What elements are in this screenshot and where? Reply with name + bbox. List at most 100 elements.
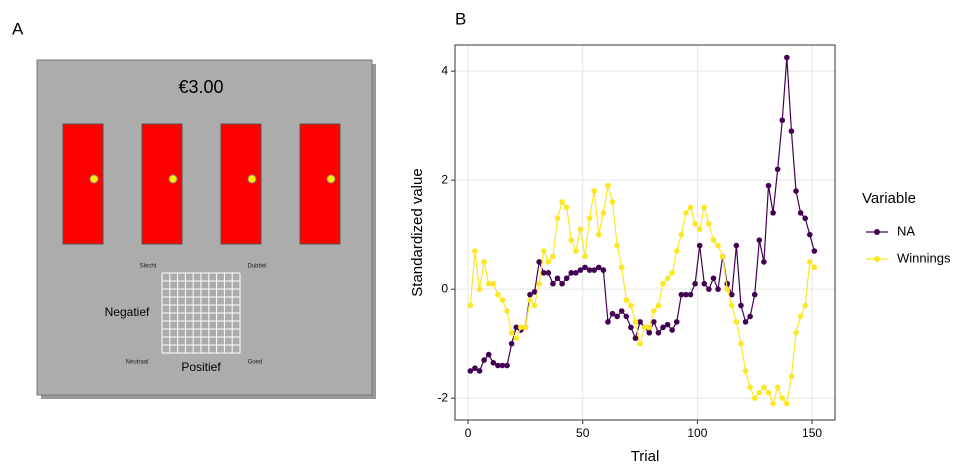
door[interactable] (62, 123, 104, 245)
data-point (495, 362, 501, 369)
data-point (747, 313, 753, 320)
data-point (499, 297, 506, 303)
data-point (701, 280, 708, 287)
legend-title: Variable (862, 190, 916, 207)
data-point (605, 182, 611, 189)
data-point (742, 368, 749, 374)
data-point (536, 259, 542, 265)
data-point (595, 264, 602, 271)
data-point (655, 329, 662, 336)
y-tick-label: 4 (441, 63, 448, 77)
data-point (490, 280, 497, 287)
data-point (770, 210, 776, 216)
data-point (696, 226, 703, 233)
data-point (531, 289, 538, 295)
data-point (797, 313, 804, 320)
data-point (692, 220, 698, 227)
data-point (563, 275, 570, 282)
data-point (761, 384, 767, 391)
data-point (719, 253, 726, 260)
data-point (806, 259, 813, 265)
data-point (660, 280, 666, 287)
data-point (788, 373, 795, 380)
data-point (586, 215, 593, 222)
data-point (751, 395, 758, 401)
data-point (779, 395, 786, 401)
grid-label: Slecht (140, 264, 157, 270)
data-point (806, 231, 813, 238)
data-point (715, 286, 721, 292)
data-point (508, 340, 515, 347)
data-point (706, 286, 712, 292)
data-point (472, 248, 478, 254)
data-point (651, 319, 657, 325)
data-point (600, 210, 607, 216)
data-point (527, 291, 533, 298)
data-point (495, 291, 501, 298)
data-point (513, 335, 520, 342)
grid-label: Positief (181, 360, 221, 374)
knob (168, 174, 178, 184)
data-point (582, 253, 588, 260)
data-point (536, 280, 542, 287)
data-point (568, 237, 575, 243)
data-point (504, 308, 510, 314)
data-point (609, 310, 616, 317)
data-point (518, 324, 524, 331)
x-axis-label: Trial (631, 448, 660, 465)
data-point (669, 270, 675, 276)
data-point (742, 319, 749, 325)
data-point (802, 302, 808, 309)
data-point (467, 302, 474, 309)
affect-grid[interactable] (161, 272, 241, 354)
data-point (724, 286, 731, 292)
series-line (469, 185, 815, 406)
y-axis-label: Standardized value (409, 168, 426, 296)
y-tick-label: -2 (437, 390, 448, 404)
data-point (573, 270, 579, 276)
series-line (470, 57, 815, 372)
door[interactable] (220, 123, 262, 245)
door[interactable] (299, 123, 341, 245)
data-point (774, 166, 781, 173)
data-point (770, 400, 776, 407)
data-point (756, 389, 763, 396)
data-point (646, 324, 653, 331)
data-point (784, 54, 790, 61)
data-point (655, 302, 662, 309)
knob (326, 174, 336, 184)
data-point (545, 259, 552, 265)
data-point (756, 237, 763, 243)
data-point (559, 199, 565, 205)
data-point (508, 329, 515, 336)
data-point (591, 188, 598, 194)
data-point (577, 267, 584, 273)
x-tick-label: 150 (802, 426, 822, 440)
data-point (788, 128, 795, 134)
data-point (673, 319, 680, 325)
data-point (554, 275, 561, 282)
data-point (623, 297, 630, 303)
data-point (637, 319, 643, 325)
knob (89, 174, 99, 184)
data-point (481, 259, 487, 265)
grid-label: Goed (248, 360, 263, 366)
data-point (761, 259, 767, 265)
data-point (632, 319, 639, 325)
data-point (499, 362, 506, 369)
data-point (774, 384, 781, 391)
grid-label: Negatief (105, 305, 150, 319)
data-point (540, 248, 547, 254)
data-point (660, 324, 666, 331)
data-point (527, 297, 533, 303)
data-point (554, 215, 561, 222)
data-point (522, 324, 529, 331)
amount: €3.00 (178, 77, 223, 97)
data-point (738, 302, 744, 309)
door[interactable] (141, 123, 183, 245)
data-point (573, 248, 579, 254)
data-point (485, 351, 492, 358)
data-point (481, 357, 487, 363)
legend-label: Winnings (897, 250, 951, 265)
